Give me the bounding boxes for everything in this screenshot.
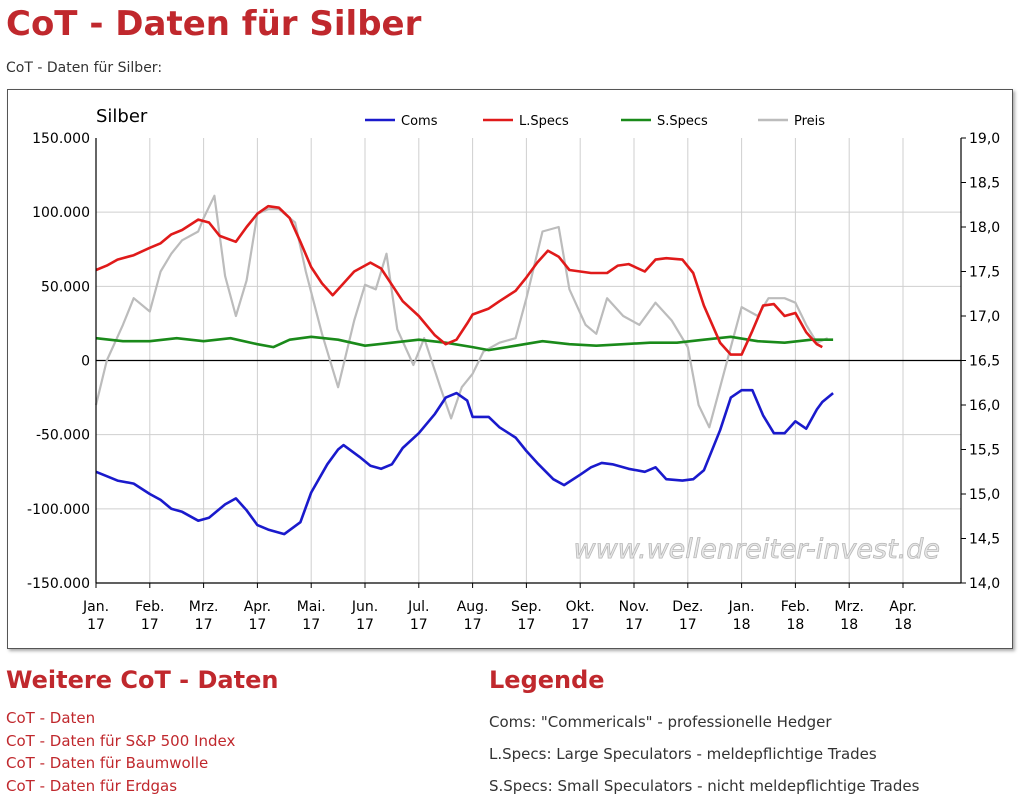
watermark: www.wellenreiter-invest.de (574, 534, 941, 565)
x-tick-label-year: 17 (302, 617, 320, 633)
legend-label: Preis (794, 114, 825, 129)
x-tick-label-month: Aug. (457, 599, 489, 615)
link-cot-erdgas[interactable]: CoT - Daten für Erdgas (6, 776, 178, 795)
y-right-tick-label: 19,0 (969, 131, 1000, 147)
page-title: CoT - Daten für Silber (6, 4, 422, 44)
legend-title: Legende (489, 666, 605, 694)
x-tick-label-year: 17 (356, 617, 374, 633)
legend-label: S.Specs (657, 114, 708, 129)
chart-frame: 150.000 100.000 50.000 0 -50.000 -100.000 -150… (7, 89, 1013, 649)
x-tick-label-month: Jul. (407, 599, 429, 615)
x-tick-label-year: 18 (786, 617, 804, 633)
link-item: CoT - Daten für Baumwolle (6, 752, 235, 775)
y-right-tick-label: 17,0 (969, 309, 1000, 325)
x-tick-label-year: 17 (410, 617, 428, 633)
y-left-tick-label: 50.000 (41, 279, 90, 295)
series-line-preis (94, 194, 829, 429)
x-tick-label-month: Nov. (619, 599, 650, 615)
x-tick-label-month: Mrz. (834, 599, 864, 615)
y-left-tick-label: -50.000 (36, 428, 90, 444)
x-tick-label-year: 17 (248, 617, 266, 633)
link-cot-daten[interactable]: CoT - Daten (6, 709, 96, 727)
x-tick-label-month: Apr. (889, 599, 916, 615)
x-tick-label-month: Jun. (351, 599, 378, 615)
x-tick-label-year: 18 (840, 617, 858, 633)
y-left-tick-label: 0 (81, 354, 90, 370)
more-data-title: Weitere CoT - Daten (6, 666, 279, 694)
x-tick-label-year: 17 (625, 617, 643, 633)
x-tick-label-month: Mrz. (189, 599, 219, 615)
y-right-tick-label: 16,0 (969, 398, 1000, 414)
x-tick-label-year: 18 (733, 617, 751, 633)
link-cot-baumwolle[interactable]: CoT - Daten für Baumwolle (6, 754, 209, 772)
x-tick-label-month: Dez. (672, 599, 703, 615)
y-right-tick-label: 16,5 (969, 354, 1000, 370)
legend-item-sspecs: S.Specs: Small Speculators - nicht melde… (489, 777, 920, 795)
link-item: CoT - Daten für Erdgas (6, 775, 235, 798)
x-tick-label-month: Jan. (82, 599, 109, 615)
y-right-tick-label: 15,0 (969, 487, 1000, 503)
legend-item-coms: Coms: "Commericals" - professionelle Hed… (489, 713, 832, 731)
chart-title: Silber (96, 106, 148, 127)
y-left-tick-label: 100.000 (32, 205, 90, 221)
series-line-lspecs (95, 204, 823, 356)
legend-item-lspecs: L.Specs: Large Speculators - meldepflich… (489, 745, 877, 763)
link-item: CoT - Daten (6, 707, 235, 730)
y-right-tick-label: 14,0 (969, 576, 1000, 592)
y-left-tick-label: 150.000 (32, 131, 90, 147)
link-item: CoT - Daten für S&P 500 Index (6, 730, 235, 753)
link-cot-sp500[interactable]: CoT - Daten für S&P 500 Index (6, 731, 236, 750)
series-line-sspecs (95, 335, 834, 352)
x-tick-label-month: Mai. (297, 599, 326, 615)
y-right-tick-label: 15,5 (969, 443, 1000, 459)
legend-label: L.Specs (519, 114, 569, 129)
x-tick-label-month: Apr. (244, 599, 271, 615)
y-right-tick-label: 14,5 (969, 532, 1000, 548)
x-tick-label-month: Okt. (566, 599, 595, 615)
x-tick-label-year: 17 (141, 617, 159, 633)
x-tick-label-year: 18 (894, 617, 912, 633)
x-tick-label-year: 17 (195, 617, 213, 633)
y-right-tick-label: 17,5 (969, 265, 1000, 281)
x-tick-label-month: Feb. (781, 599, 810, 615)
more-data-links: CoT - Daten CoT - Daten für S&P 500 Inde… (6, 707, 235, 797)
page-subtitle: CoT - Daten für Silber: (6, 60, 163, 76)
legend-list: Coms: "Commericals" - professionelle Hed… (489, 706, 919, 802)
x-tick-label-month: Jan. (728, 599, 755, 615)
y-left-tick-label: -100.000 (27, 502, 90, 518)
x-tick-label-month: Feb. (135, 599, 164, 615)
y-left-tick-label: -150.000 (27, 576, 90, 592)
x-tick-label-year: 17 (517, 617, 535, 633)
series-line-coms (95, 388, 834, 536)
x-tick-label-year: 17 (464, 617, 482, 633)
silver-cot-chart: 150.000 100.000 50.000 0 -50.000 -100.000 -150… (27, 106, 1000, 633)
x-tick-label-year: 17 (571, 617, 589, 633)
x-tick-label-year: 17 (679, 617, 697, 633)
x-tick-label-year: 17 (87, 617, 105, 633)
legend-label: Coms (401, 114, 438, 129)
y-right-tick-label: 18,0 (969, 220, 1000, 236)
x-tick-label-month: Sep. (511, 599, 542, 615)
y-right-tick-label: 18,5 (969, 176, 1000, 192)
